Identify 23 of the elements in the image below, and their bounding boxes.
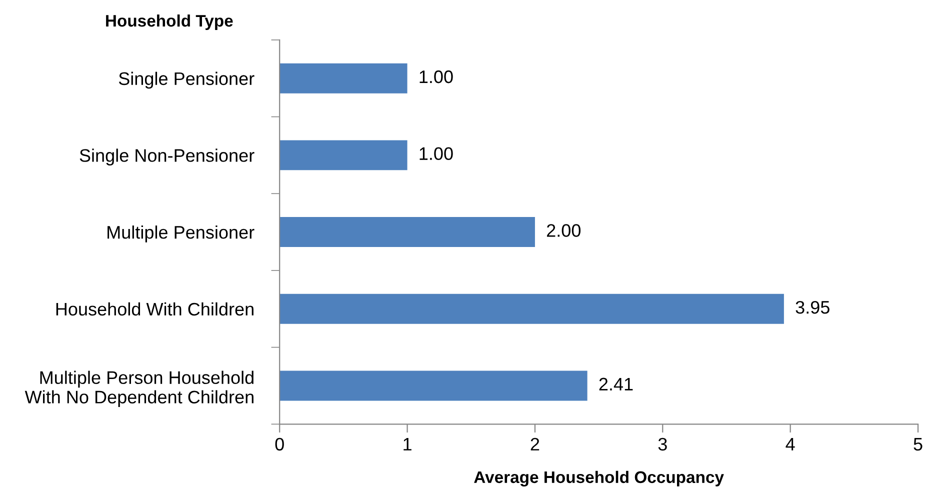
bar bbox=[280, 140, 408, 170]
x-tick-label: 1 bbox=[404, 438, 412, 450]
data-label: 2.00 bbox=[546, 224, 581, 237]
data-label: 1.00 bbox=[420, 147, 453, 160]
y-tick-label: Single Pensioner bbox=[118, 72, 254, 89]
x-axis-title: Average Household Occupancy bbox=[474, 470, 724, 486]
bar bbox=[280, 294, 784, 324]
x-tick-label: 3 bbox=[658, 438, 667, 451]
y-tick-label: Multiple Pensioner bbox=[108, 225, 254, 242]
x-tick-label: 5 bbox=[914, 438, 922, 451]
y-tick-label: Household With Children bbox=[56, 302, 254, 316]
x-tick-label: 2 bbox=[530, 438, 540, 450]
y-axis-title: Household Type bbox=[106, 14, 233, 30]
data-label: 3.95 bbox=[796, 300, 830, 314]
bar bbox=[280, 370, 588, 401]
y-tick-label: Single Non-Pensioner bbox=[80, 148, 254, 166]
x-tick-label: 0 bbox=[275, 438, 284, 451]
y-tick-label: Multiple Person Household With No Dependent Children bbox=[24, 370, 254, 408]
data-label: 2.41 bbox=[599, 378, 633, 390]
bar bbox=[280, 63, 408, 94]
x-tick-label: 4 bbox=[786, 438, 795, 450]
bar bbox=[280, 217, 535, 248]
data-label: 1.00 bbox=[420, 70, 453, 84]
